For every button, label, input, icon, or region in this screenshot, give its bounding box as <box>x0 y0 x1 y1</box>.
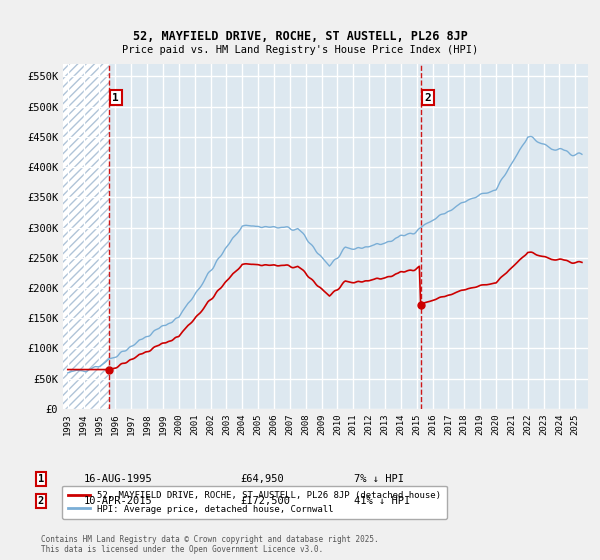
Text: 10-APR-2015: 10-APR-2015 <box>84 496 153 506</box>
Text: £172,500: £172,500 <box>240 496 290 506</box>
Text: 2: 2 <box>424 92 431 102</box>
Text: 7% ↓ HPI: 7% ↓ HPI <box>354 474 404 484</box>
Text: 1: 1 <box>38 474 44 484</box>
Legend: 52, MAYFIELD DRIVE, ROCHE, ST AUSTELL, PL26 8JP (detached house), HPI: Average p: 52, MAYFIELD DRIVE, ROCHE, ST AUSTELL, P… <box>62 486 447 519</box>
Bar <box>63 64 109 409</box>
Text: 1: 1 <box>112 92 119 102</box>
Text: 16-AUG-1995: 16-AUG-1995 <box>84 474 153 484</box>
Text: Contains HM Land Registry data © Crown copyright and database right 2025.
This d: Contains HM Land Registry data © Crown c… <box>41 535 379 554</box>
Text: 2: 2 <box>38 496 44 506</box>
Text: £64,950: £64,950 <box>240 474 284 484</box>
Text: 41% ↓ HPI: 41% ↓ HPI <box>354 496 410 506</box>
Text: 52, MAYFIELD DRIVE, ROCHE, ST AUSTELL, PL26 8JP: 52, MAYFIELD DRIVE, ROCHE, ST AUSTELL, P… <box>133 30 467 43</box>
Text: Price paid vs. HM Land Registry's House Price Index (HPI): Price paid vs. HM Land Registry's House … <box>122 45 478 55</box>
